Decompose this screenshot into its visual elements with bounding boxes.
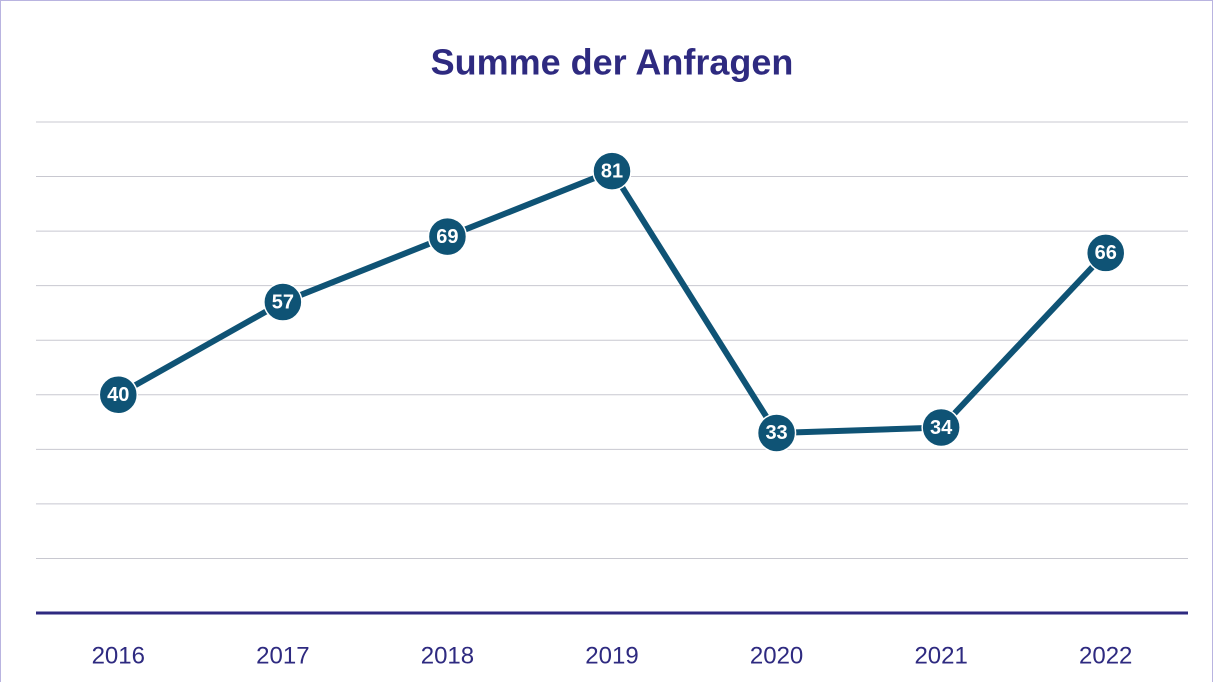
chart-title: Summe der Anfragen: [431, 42, 794, 83]
data-label: 34: [930, 417, 953, 439]
x-tick-label: 2021: [914, 642, 967, 669]
data-label: 57: [272, 291, 294, 313]
data-label: 40: [107, 384, 129, 406]
data-label: 66: [1095, 242, 1117, 264]
data-point: [1085, 233, 1126, 273]
data-point: [427, 216, 468, 257]
x-tick-label: 2017: [256, 642, 309, 669]
data-point: [98, 375, 139, 415]
x-tick-label: 2019: [585, 642, 638, 669]
x-tick-label: 2020: [750, 642, 803, 669]
data-point: [756, 413, 797, 453]
data-label: 69: [436, 226, 458, 248]
data-point: [592, 151, 632, 191]
x-tick-label: 2022: [1079, 642, 1132, 669]
data-point: [263, 282, 303, 322]
x-tick-label: 2016: [92, 642, 145, 669]
x-tick-label: 2018: [421, 642, 474, 669]
data-label: 33: [765, 422, 787, 444]
data-point: [921, 407, 961, 448]
data-label: 81: [601, 160, 623, 182]
